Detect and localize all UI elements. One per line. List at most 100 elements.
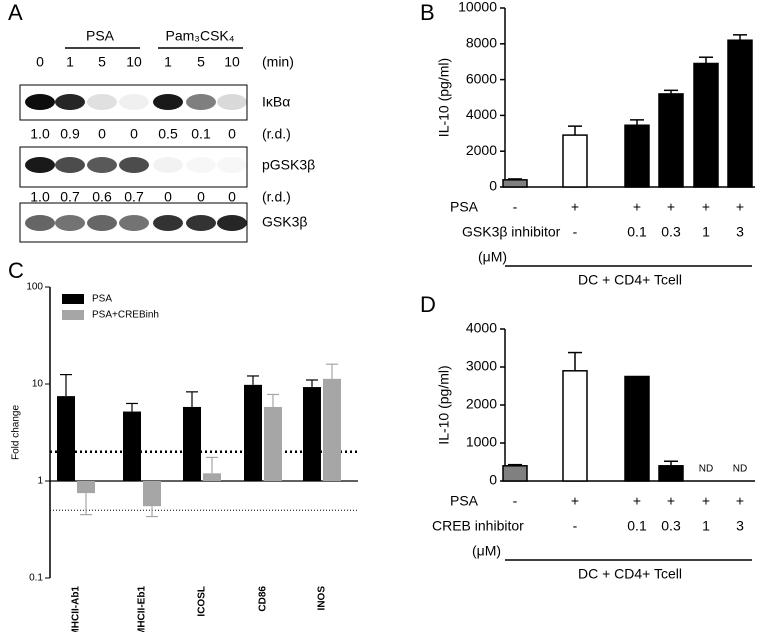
panel-label: C [8, 258, 24, 283]
y-tick-label: 100 [26, 282, 43, 293]
panel-label: B [420, 0, 435, 25]
blot-band [119, 157, 149, 173]
y-axis-label: IL-10 (pg/ml) [436, 58, 452, 137]
condition-label: CREB inhibitor [432, 518, 524, 534]
blot-band [25, 94, 55, 110]
legend-label: PSA [92, 294, 112, 305]
x-tick-label: ICOSL [197, 586, 208, 617]
condition-value: + [736, 493, 744, 509]
condition-value: + [736, 199, 744, 215]
unit-label: (μM) [478, 249, 507, 265]
bar [624, 375, 650, 482]
y-tick-label: 0 [489, 472, 497, 488]
y-tick-label: 1000 [466, 434, 497, 450]
lane-label: 0 [36, 54, 44, 70]
rd-value: 0.7 [60, 189, 80, 205]
blot-band [87, 157, 117, 173]
legend-label: PSA+CREBinh [92, 310, 159, 321]
y-tick-label: 0.1 [29, 573, 43, 584]
condition-value: 0.1 [627, 518, 647, 534]
rd-value: 0 [98, 126, 106, 142]
footer: DC + CD4+ Tcell [578, 272, 682, 288]
y-tick-label: 4000 [466, 106, 497, 122]
bar [502, 465, 528, 482]
condition-value: 1 [702, 518, 710, 534]
rd-value: 1.0 [30, 126, 50, 142]
condition-value: + [571, 199, 579, 215]
y-tick-label: 10000 [458, 0, 497, 15]
bar [143, 481, 161, 507]
blot-band [186, 94, 216, 110]
panel-label: A [8, 0, 23, 25]
rd-value: 0.1 [191, 126, 211, 142]
condition-value: + [633, 493, 641, 509]
condition-value: 0.3 [661, 224, 681, 240]
rd-value: 0 [130, 126, 138, 142]
bar [658, 465, 684, 482]
blot-band [217, 94, 247, 110]
condition-value: + [667, 493, 675, 509]
blot-band [186, 157, 216, 173]
blot-band [217, 157, 247, 173]
group-label: PSA [86, 28, 115, 44]
blot-band [25, 157, 55, 173]
y-tick-label: 3000 [466, 358, 497, 374]
condition-value: 3 [736, 224, 744, 240]
rd-value: 0 [228, 189, 236, 205]
condition-value: - [573, 518, 578, 534]
blot-row-label: pGSK3β [262, 157, 315, 173]
rd-value: 0 [164, 189, 172, 205]
condition-value: + [667, 199, 675, 215]
blot-band [153, 157, 183, 173]
rd-value: 0.5 [158, 126, 178, 142]
condition-label: PSA [450, 493, 479, 509]
condition-value: + [633, 199, 641, 215]
lane-unit: (min) [262, 54, 294, 70]
blot-band [119, 215, 149, 231]
blot-band [153, 94, 183, 110]
lane-label: 10 [224, 54, 240, 70]
bar [123, 411, 141, 481]
bar [658, 93, 684, 188]
blot-band [55, 157, 85, 173]
lane-label: 10 [126, 54, 142, 70]
bar [502, 179, 528, 188]
rd-unit: (r.d.) [262, 126, 291, 142]
bar [562, 134, 588, 188]
bar [264, 406, 282, 481]
blot-band [119, 94, 149, 110]
blot-band [186, 215, 216, 231]
y-tick-label: 6000 [466, 70, 497, 86]
bar [244, 384, 262, 481]
y-tick-label: 2000 [466, 142, 497, 158]
condition-value: + [702, 199, 710, 215]
condition-value: 3 [736, 518, 744, 534]
condition-value: - [513, 199, 518, 215]
bar [303, 387, 321, 481]
x-tick-label: INOS [317, 586, 328, 611]
legend-swatch [62, 294, 84, 304]
blot-band [153, 215, 183, 231]
lane-label: 1 [66, 54, 74, 70]
y-tick-label: 8000 [466, 35, 497, 51]
panel-label: D [420, 292, 436, 317]
value-label: ND [733, 464, 747, 475]
bar [57, 396, 75, 481]
blot-band [55, 215, 85, 231]
condition-value: - [513, 493, 518, 509]
blot-band [25, 215, 55, 231]
bar [323, 378, 341, 481]
blot-band [87, 94, 117, 110]
blot-row-label: IκBα [262, 94, 290, 110]
condition-value: 0.1 [627, 224, 647, 240]
lane-label: 1 [164, 54, 172, 70]
group-label: Pam₃CSK₄ [166, 28, 235, 44]
bar [624, 124, 650, 188]
lane-label: 5 [197, 54, 205, 70]
rd-value: 0.6 [92, 189, 112, 205]
rd-value: 0 [197, 189, 205, 205]
y-tick-label: 10 [32, 379, 44, 390]
rd-value: 0.9 [60, 126, 80, 142]
